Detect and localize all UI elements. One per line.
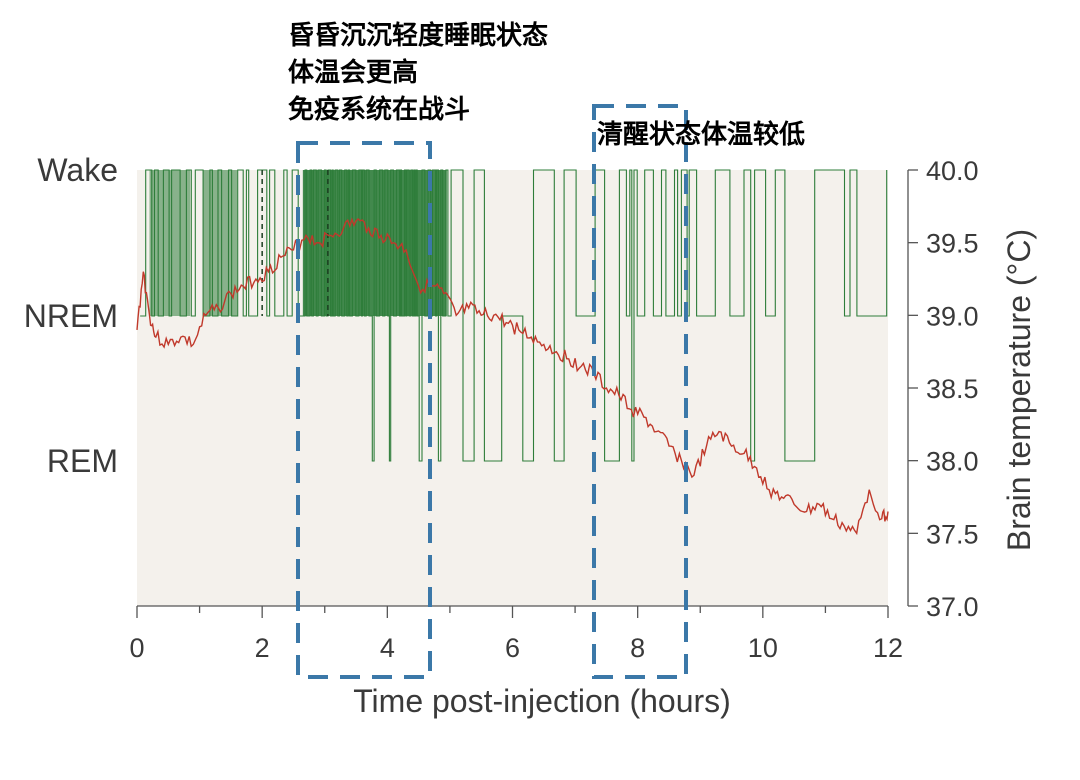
annotation-text-sleep: 免疫系统在战斗 bbox=[288, 94, 470, 125]
x-ticks: 0 2 4 6 8 10 12 bbox=[129, 606, 903, 663]
annotation-boxes bbox=[296, 104, 688, 679]
x-tick-label: 2 bbox=[255, 633, 270, 663]
y-ticks: 40.0 39.5 39.0 38.5 38.0 37.5 37.0 bbox=[908, 156, 979, 622]
y-tick-label: 37.0 bbox=[926, 592, 979, 622]
brain-temperature-line bbox=[136, 217, 889, 536]
x-tick-label: 8 bbox=[630, 633, 645, 663]
hypnogram-trace bbox=[140, 169, 888, 462]
x-tick-label: 10 bbox=[748, 633, 778, 663]
y-tick-label: 37.5 bbox=[926, 519, 979, 549]
annotation-text-wake: 清醒状态体温较低 bbox=[597, 119, 805, 150]
dashed-markers bbox=[261, 170, 329, 316]
state-label-wake: Wake bbox=[37, 152, 118, 188]
state-label-rem: REM bbox=[47, 443, 118, 479]
y-tick-label: 40.0 bbox=[926, 156, 979, 186]
y-tick-label: 39.5 bbox=[926, 229, 979, 259]
hypnogram-dense-block bbox=[149, 170, 191, 316]
y-tick-label: 39.0 bbox=[926, 301, 979, 331]
y-tick-label: 38.0 bbox=[926, 447, 979, 477]
annotation-box-wake bbox=[592, 104, 688, 679]
x-tick-label: 6 bbox=[505, 633, 520, 663]
x-tick-label: 0 bbox=[129, 633, 144, 663]
y-axis-title: Brain temperature (°C) bbox=[1001, 229, 1037, 551]
hypnogram bbox=[140, 169, 888, 462]
y-tick-label: 38.5 bbox=[926, 374, 979, 404]
hypnogram-dense-block bbox=[302, 170, 447, 316]
state-labels: Wake NREM REM bbox=[24, 152, 118, 479]
annotation-box-sleep bbox=[296, 141, 432, 679]
x-axis-title: Time post-injection (hours) bbox=[353, 683, 731, 719]
x-tick-label: 4 bbox=[380, 633, 395, 663]
hypnogram-dense-area bbox=[149, 170, 447, 316]
x-tick-label: 12 bbox=[873, 633, 903, 663]
annotation-text-sleep: 昏昏沉沉轻度睡眠状态 bbox=[288, 20, 548, 51]
state-label-nrem: NREM bbox=[24, 298, 118, 334]
annotation-text-sleep: 体温会更高 bbox=[288, 57, 418, 88]
